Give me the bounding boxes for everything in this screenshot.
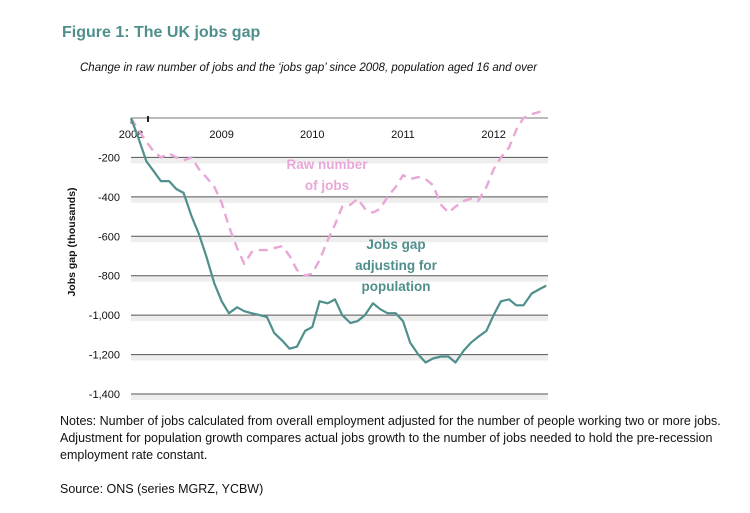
y-tick-label: -1,000 [89,310,120,322]
y-tick-label: -1,400 [89,389,120,401]
series-annotation: adjusting for [355,258,437,273]
y-tick-label: -1,200 [89,350,120,362]
gridline-shadow [131,196,548,203]
gridline-shadow [131,354,548,361]
y-tick-label: -200 [98,152,120,164]
series-annotation: population [362,279,431,294]
x-tick-label: 2011 [391,129,415,141]
annotations: Raw number of jobs Jobs gap adjusting for po… [286,157,437,294]
gridline-shadow [131,157,548,164]
gridline-shadow [131,315,548,322]
series-jobs-gap-line [129,117,547,364]
y-tick-label: -600 [98,231,120,243]
gridline-shadow [131,236,548,243]
gridline-shadow [131,394,548,400]
jobs-gap-chart: 2008 2009 2010 2011 2012 -200-400-600-800-1,… [66,108,548,401]
x-axis-ticks: 2008 2009 2010 2011 2012 [119,129,506,141]
x-axis [130,116,548,124]
figure-subtitle: Change in raw number of jobs and the ‘jo… [80,62,538,74]
x-tick-label: 2012 [481,129,505,141]
x-tick-label: 2010 [300,129,324,141]
y-axis-label: Jobs gap (thousands) [66,187,78,296]
series-annotation: Raw number [286,157,368,172]
y-axis-ticks: -200 -400 -600 -800 -1,000 -1,200 -1,400 [89,152,120,401]
figure-title: Figure 1: The UK jobs gap [62,24,261,41]
gridline-shadow [131,275,548,282]
series-annotation: Jobs gap [366,237,425,252]
x-tick-label: 2009 [209,129,233,141]
y-tick-label: -800 [98,271,120,283]
y-tick-label: -400 [98,192,120,204]
gridlines [131,156,548,400]
figure-notes: Notes: Number of jobs calculated from ov… [60,414,721,462]
figure-source: Source: ONS (series MGRZ, YCBW) [60,482,264,496]
series-annotation: of jobs [305,178,349,193]
series-layer [129,108,547,364]
